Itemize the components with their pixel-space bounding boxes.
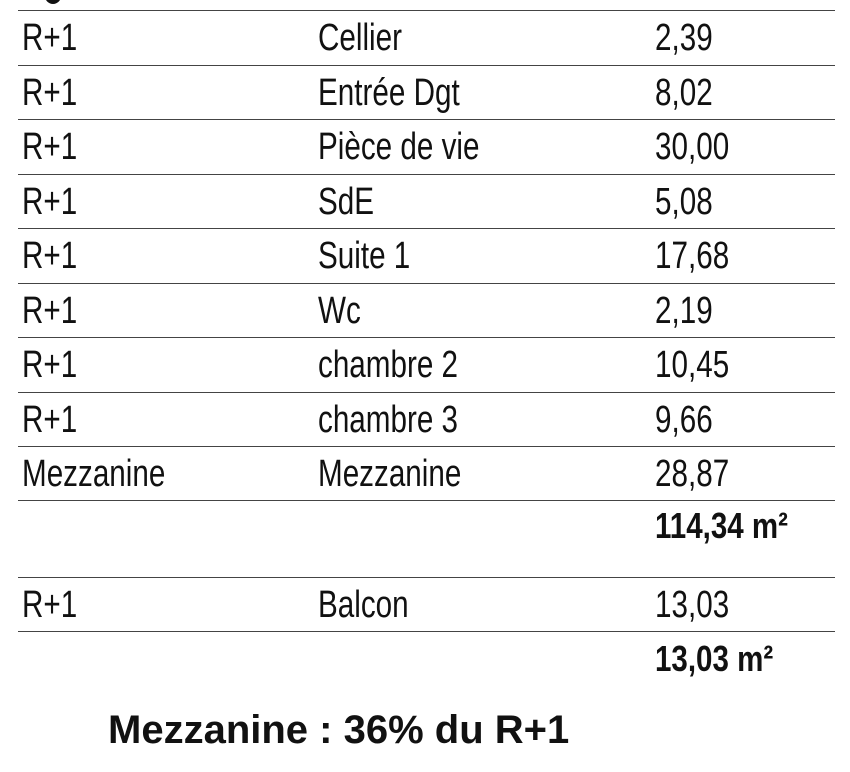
area-cell: 28,87 bbox=[655, 453, 730, 495]
divider bbox=[18, 631, 835, 632]
table-row: R+1 chambre 2 10,45 bbox=[18, 337, 835, 392]
table-row: R+1 Balcon 13,03 bbox=[18, 577, 835, 632]
level-cell: R+1 bbox=[22, 126, 78, 168]
level-cell: R+1 bbox=[22, 235, 78, 277]
level-cell: Mezzanine bbox=[22, 453, 166, 495]
room-cell: Suite 1 bbox=[318, 235, 411, 277]
table-row: Mezzanine Mezzanine 28,87 bbox=[18, 446, 835, 501]
room-cell: Balcon bbox=[318, 584, 409, 626]
room-cell: SdE bbox=[318, 180, 375, 223]
room-cell: Pièce de vie bbox=[318, 126, 480, 168]
level-cell: R+1 bbox=[22, 180, 78, 223]
area-cell: 10,45 bbox=[655, 344, 730, 386]
table-row: R+1 Cellier 2,39 bbox=[18, 10, 835, 65]
table-row: R+1 SdE 5,08 bbox=[18, 173, 835, 229]
room-cell: chambre 3 bbox=[318, 398, 459, 441]
room-cell: chambre 2 bbox=[318, 344, 459, 386]
total-habitable: 114,34 m² bbox=[655, 505, 788, 546]
table-row: R+1 chambre 3 9,66 bbox=[18, 391, 835, 447]
divider bbox=[18, 500, 835, 501]
area-cell: 13,03 bbox=[655, 584, 730, 626]
area-cell: 30,00 bbox=[655, 126, 730, 168]
area-cell: 2,39 bbox=[655, 17, 713, 59]
total-balcony: 13,03 m² bbox=[655, 638, 774, 679]
level-cell: R+1 bbox=[22, 17, 78, 59]
level-cell: R+1 bbox=[22, 289, 78, 332]
level-cell: R+1 bbox=[22, 584, 78, 626]
room-cell: Entrée Dgt bbox=[318, 71, 460, 114]
area-cell: 5,08 bbox=[655, 180, 713, 223]
room-cell: Mezzanine bbox=[318, 453, 462, 495]
table-row: R+1 Wc 2,19 bbox=[18, 282, 835, 338]
area-cell: 2,19 bbox=[655, 289, 713, 332]
level-cell: R+1 bbox=[22, 71, 78, 114]
mezzanine-note: Mezzanine : 36% du R+1 bbox=[108, 708, 570, 752]
room-cell: Cellier bbox=[318, 17, 403, 59]
level-cell: R+1 bbox=[22, 344, 78, 386]
area-cell: 9,66 bbox=[655, 398, 713, 441]
area-cell: 8,02 bbox=[655, 71, 713, 114]
heading-fragment bbox=[45, 0, 61, 4]
table-row: R+1 Pièce de vie 30,00 bbox=[18, 119, 835, 174]
level-cell: R+1 bbox=[22, 398, 78, 441]
area-cell: 17,68 bbox=[655, 235, 730, 277]
table-row: R+1 Entrée Dgt 8,02 bbox=[18, 64, 835, 120]
room-cell: Wc bbox=[318, 289, 361, 332]
table-row: R+1 Suite 1 17,68 bbox=[18, 228, 835, 283]
